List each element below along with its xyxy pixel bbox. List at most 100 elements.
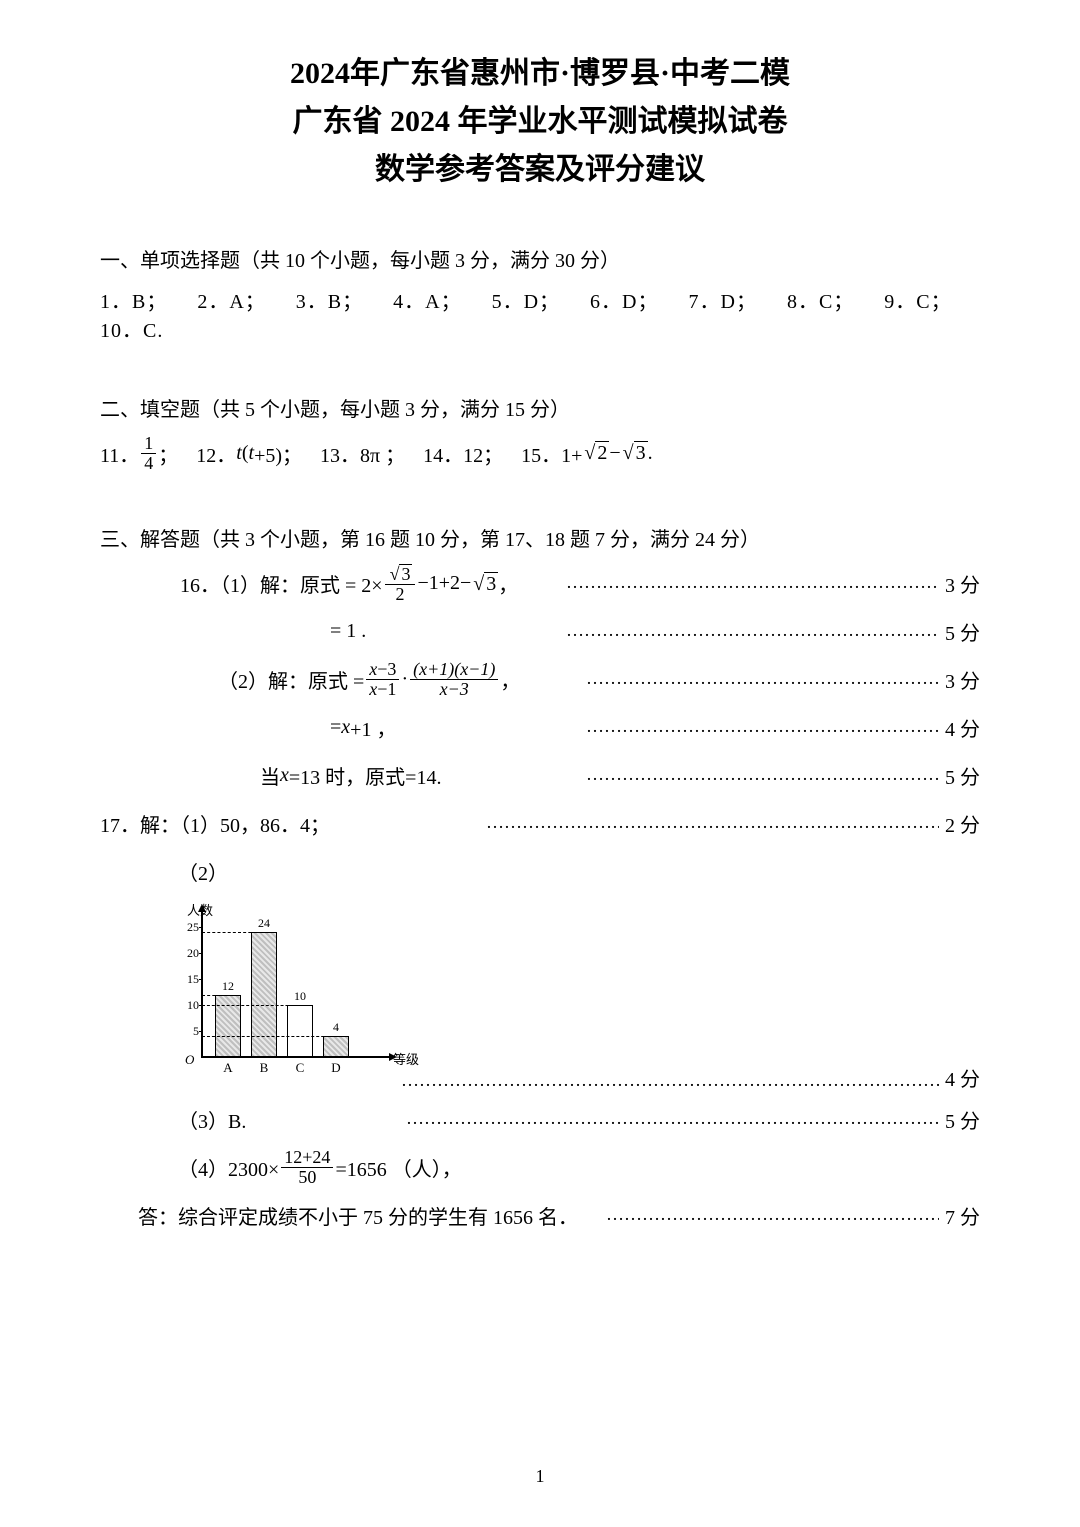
q16-2-label: （2）解：原式 = [218, 665, 364, 694]
mc-7: 7．D； [689, 285, 757, 314]
q16-1-sqrt: 3 [388, 564, 413, 584]
q16-2-expr: （2）解：原式 = x−3 x−1 · (x+1)(x−1) x−3 ， [180, 660, 580, 699]
q17-2-chart-row: 人数 O 等级 51015202512A24B10C4D 4 分 [100, 900, 980, 1092]
fill-15-sqrt2-rad: 2 [595, 441, 609, 465]
chart-x-label: 等级 [393, 1049, 419, 1068]
q16-2-f2-den: x−3 [437, 680, 472, 699]
fill-15-pre: 15．1+ [521, 439, 582, 468]
q16-1-row2: = 1 . 5 分 [100, 612, 980, 652]
q16-1b-eq: = 1 . [330, 620, 366, 643]
fill-answers: 11． 1 4 ； 12． t ( t +5)； 13．8π ； 14．12； … [100, 434, 980, 473]
y-tick-label: 15 [179, 972, 199, 987]
title-line-3: 数学参考答案及评分建议 [100, 146, 980, 194]
y-tick-label: 25 [179, 920, 199, 935]
chart-origin: O [185, 1052, 194, 1068]
section-1-header: 一、单项选择题（共 10 个小题，每小题 3 分，满分 30 分） [100, 244, 980, 273]
q16-2b-x: x [341, 716, 350, 739]
fill-11: 11． 1 4 ； [100, 434, 178, 473]
fill-14: 14．12； [423, 439, 503, 468]
q16-2b-expr: = x +1 ， [180, 713, 580, 742]
q17-4-num: 12+24 [281, 1148, 333, 1168]
fill-15-sqrt3-rad: 3 [634, 441, 648, 465]
q17-4-pre: （4）2300× [178, 1153, 279, 1182]
q16-1b-score: 5 分 [945, 617, 980, 646]
y-tick-label: 5 [179, 1024, 199, 1039]
q17-3-score: 5 分 [945, 1105, 980, 1134]
bar-label-D: D [323, 1060, 349, 1076]
q17-4-rest: =1656 （人）， [335, 1153, 461, 1182]
q16-2-score: 3 分 [945, 665, 980, 694]
mc-1: 1．B； [100, 285, 167, 314]
fill-15: 15．1+ 2 − 3 . [521, 439, 653, 468]
fill-12-label: 12． [196, 439, 236, 468]
q16-2c-expr: 当 x =13 时，原式=14. [180, 761, 580, 790]
bar-chart-container: 人数 O 等级 51015202512A24B10C4D [100, 900, 395, 1092]
q16-2c-score: 5 分 [945, 761, 980, 790]
y-tick-mark [199, 1031, 203, 1032]
fill-13: 13．8π ； [320, 439, 405, 468]
bar-C [287, 1005, 313, 1057]
q16-2c-x: x [280, 764, 289, 787]
q16-1b-expr: = 1 . [180, 620, 560, 643]
q16-2c-pre: 当 [260, 761, 280, 790]
bar-D [323, 1036, 349, 1057]
y-tick-mark [199, 979, 203, 980]
q16-2-dot: · [401, 668, 408, 691]
fill-11-frac: 1 4 [141, 434, 156, 473]
page-number: 1 [0, 1466, 1080, 1487]
q17-2-score: 4 分 [945, 1063, 980, 1092]
q16-2c-rest: =13 时，原式=14. [289, 761, 442, 790]
dots-icon [406, 1110, 939, 1130]
q16-2-f1-num: x−3 [366, 660, 399, 680]
grid-dash [202, 932, 277, 933]
bar-A [215, 995, 241, 1057]
mc-4: 4．A； [393, 285, 461, 314]
mc-10: 10．C. [100, 314, 163, 343]
q16-1-expr: 16．（1）解：原式 = 2× 3 2 −1+2− 3 ， [180, 564, 560, 604]
q16-2-row3: 当 x =13 时，原式=14. 5 分 [100, 756, 980, 796]
bar-value-B: 24 [249, 916, 279, 931]
fill-11-suffix: ； [158, 439, 178, 468]
q17-1-label: 17．解：（1）50，86．4； [100, 809, 330, 838]
fill-15-sqrt2: 2 [582, 441, 609, 465]
q16-1-sqrt3: 3 [471, 572, 498, 596]
fill-12-rest: +5)； [254, 439, 302, 468]
q16-1-frac-den: 2 [393, 585, 408, 604]
grid-dash [202, 995, 241, 996]
fill-12: 12． t ( t +5)； [196, 439, 302, 468]
fill-15-mid: − [609, 442, 620, 465]
q17-3-row: （3）B. 5 分 [100, 1100, 980, 1140]
title-line-2: 广东省 2024 年学业水平测试模拟试卷 [100, 98, 980, 146]
section-2-header: 二、填空题（共 5 个小题，每小题 3 分，满分 15 分） [100, 393, 980, 422]
q17-1-row: 17．解：（1）50，86．4； 2 分 [100, 804, 980, 844]
q17-5-text: 答：综合评定成绩不小于 75 分的学生有 1656 名． [138, 1201, 578, 1230]
bar-B [251, 932, 277, 1056]
q17-5-expr: 答：综合评定成绩不小于 75 分的学生有 1656 名． [100, 1201, 600, 1230]
bar-label-C: C [287, 1060, 313, 1076]
q16-1-sqrt-rad: 3 [399, 564, 412, 584]
fill-15-sqrt3: 3 [621, 441, 648, 465]
bar-chart: 人数 O 等级 51015202512A24B10C4D [175, 906, 395, 1086]
dots-icon [486, 814, 939, 834]
q16-2-row2: = x +1 ， 4 分 [100, 708, 980, 748]
q17-4-frac: 12+24 50 [281, 1148, 333, 1187]
q16-2b-rest: +1 ， [350, 713, 396, 742]
title-block: 2024年广东省惠州市·博罗县·中考二模 广东省 2024 年学业水平测试模拟试… [100, 50, 980, 194]
bar-label-B: B [251, 1060, 277, 1076]
q17-2-label: （2） [178, 857, 228, 886]
q17-4-row: （4）2300× 12+24 50 =1656 （人）， [100, 1148, 980, 1188]
q16-1-label: 16．（1）解：原式 = 2× [180, 569, 383, 598]
q17-3-expr: （3）B. [100, 1105, 400, 1134]
grid-dash [202, 1005, 313, 1006]
q17-1-score: 2 分 [945, 809, 980, 838]
dots-icon [586, 718, 939, 738]
mc-9: 9．C； [884, 285, 951, 314]
q16-2b-score: 4 分 [945, 713, 980, 742]
q17-5-row: 答：综合评定成绩不小于 75 分的学生有 1656 名． 7 分 [100, 1196, 980, 1236]
bar-label-A: A [215, 1060, 241, 1076]
q16-2-row1: （2）解：原式 = x−3 x−1 · (x+1)(x−1) x−3 ， 3 分 [100, 660, 980, 700]
dots-icon [586, 670, 939, 690]
q17-5-score: 7 分 [945, 1201, 980, 1230]
q16-2-f2: (x+1)(x−1) x−3 [410, 660, 498, 699]
mc-2: 2．A； [197, 285, 265, 314]
